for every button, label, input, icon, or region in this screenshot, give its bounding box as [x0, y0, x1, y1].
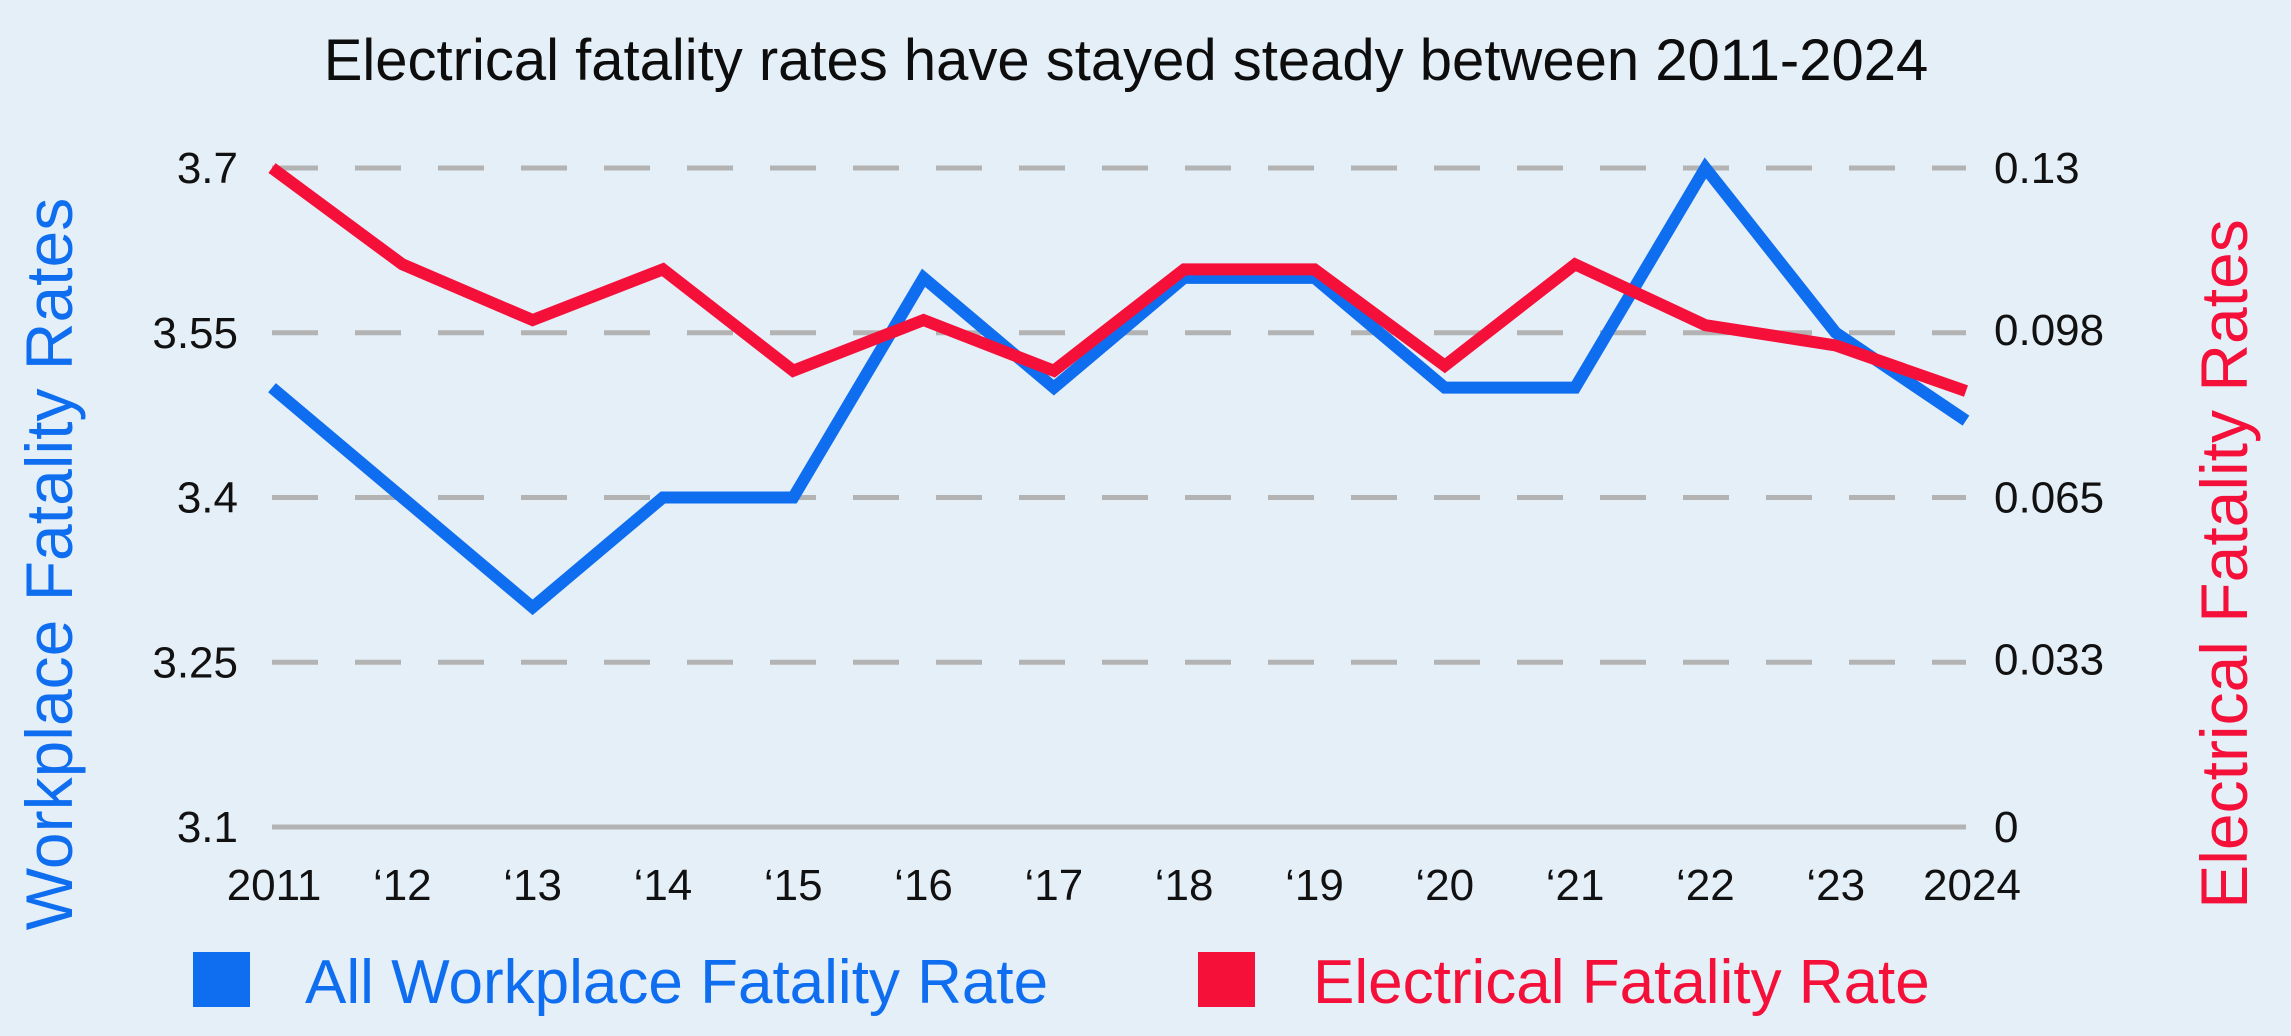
right-tick-label: 0.065 — [1994, 474, 2104, 523]
series-line-electrical — [268, 163, 1968, 397]
left-axis-ticks: 3.7 3.55 3.4 3.25 3.1 — [152, 144, 238, 852]
x-tick-label: ‘19 — [1285, 861, 1344, 910]
x-tick-label: ‘13 — [503, 861, 562, 910]
left-tick-label: 3.1 — [177, 803, 238, 852]
legend-label-workplace: All Workplace Fatality Rate — [305, 948, 1048, 1017]
right-tick-label: 0.13 — [1994, 144, 2080, 193]
right-tick-label: 0 — [1994, 803, 2018, 852]
right-axis-title: Electrical Fatality Rates — [2187, 219, 2261, 909]
x-tick-label: 2024 — [1923, 861, 2021, 910]
legend: All Workplace Fatality Rate Electrical F… — [193, 948, 1930, 1017]
x-tick-label: ‘22 — [1676, 861, 1735, 910]
x-tick-label: ‘16 — [894, 861, 953, 910]
left-tick-label: 3.7 — [177, 144, 238, 193]
chart-title: Electrical fatality rates have stayed st… — [324, 28, 1929, 93]
left-tick-label: 3.55 — [152, 309, 238, 358]
right-tick-label: 0.098 — [1994, 306, 2104, 355]
x-tick-label: 2011 — [227, 861, 322, 910]
left-tick-label: 3.4 — [177, 474, 238, 523]
x-tick-label: ‘14 — [634, 861, 693, 910]
series-line-workplace — [268, 157, 1970, 616]
x-axis-ticks: 2011 ‘12 ‘13 ‘14 ‘15 ‘16 ‘17 ‘18 ‘19 ‘20 ‘21 ‘22 ‘23… — [227, 861, 2021, 910]
legend-label-electrical: Electrical Fatality Rate — [1313, 948, 1930, 1017]
left-axis-title: Workplace Fatality Rates — [12, 198, 86, 930]
grid-lines — [272, 165, 1966, 830]
x-tick-label: ‘17 — [1024, 861, 1083, 910]
legend-swatch-electrical — [1198, 952, 1255, 1007]
x-tick-label: ‘12 — [373, 861, 432, 910]
right-tick-label: 0.033 — [1994, 636, 2104, 685]
left-tick-label: 3.25 — [152, 638, 238, 687]
right-axis-ticks: 0.13 0.098 0.065 0.033 0 — [1994, 144, 2104, 852]
series-lines — [268, 157, 1970, 616]
x-tick-label: ‘23 — [1806, 861, 1865, 910]
x-tick-label: ‘21 — [1546, 861, 1605, 910]
x-tick-label: ‘18 — [1155, 861, 1214, 910]
x-tick-label: ‘20 — [1415, 861, 1474, 910]
legend-swatch-workplace — [193, 952, 250, 1007]
x-tick-label: ‘15 — [764, 861, 823, 910]
